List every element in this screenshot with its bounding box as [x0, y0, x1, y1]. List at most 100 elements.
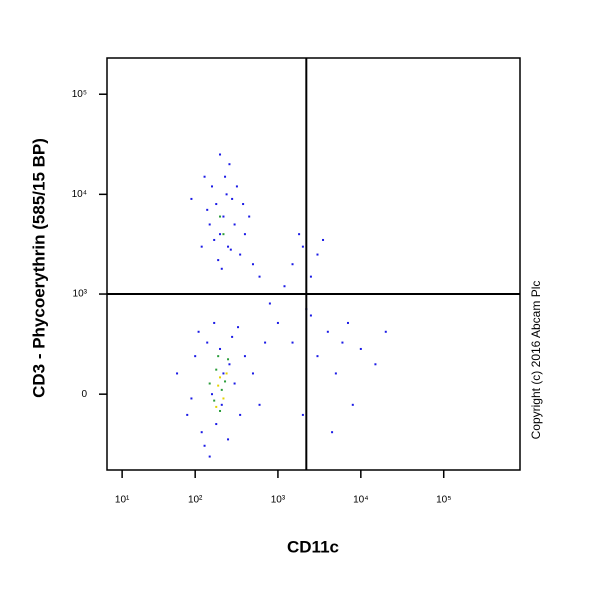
event-dot — [228, 363, 231, 366]
event-dot — [219, 409, 222, 412]
event-dot — [211, 185, 214, 188]
event-dot — [243, 355, 246, 358]
event-dot — [219, 376, 222, 379]
event-dot — [194, 355, 197, 358]
event-dot — [222, 397, 225, 400]
event-dot — [301, 245, 304, 248]
event-dot — [316, 355, 319, 358]
event-dot — [190, 197, 193, 200]
event-dot — [248, 215, 251, 218]
event-dot — [190, 397, 193, 400]
event-dot — [229, 248, 232, 251]
event-dot — [213, 399, 216, 402]
event-dot — [215, 423, 218, 426]
event-dot — [359, 347, 362, 350]
x-tick-label: 10¹ — [115, 495, 130, 506]
x-tick-label: 10⁵ — [436, 495, 451, 506]
event-dot — [239, 413, 242, 416]
event-dot — [203, 175, 206, 178]
event-dot — [208, 382, 211, 385]
y-tick-label: 10⁴ — [72, 189, 87, 200]
event-dot — [219, 233, 222, 236]
event-dot — [222, 215, 225, 218]
event-dot — [251, 263, 254, 266]
event-dot — [228, 163, 231, 166]
event-dot — [251, 372, 254, 375]
event-dot — [203, 444, 206, 447]
y-tick-label: 0 — [81, 389, 87, 400]
event-dot — [213, 238, 216, 241]
event-dot — [346, 321, 349, 324]
event-dot — [309, 275, 312, 278]
event-dot — [224, 380, 227, 383]
event-dot — [231, 335, 234, 338]
event-dot — [239, 253, 242, 256]
event-dot — [258, 275, 261, 278]
event-dot — [219, 215, 222, 218]
event-dot — [215, 203, 218, 206]
event-dot — [215, 368, 218, 371]
event-dot — [220, 388, 223, 391]
event-dot — [215, 405, 218, 408]
event-dot — [316, 253, 319, 256]
event-dot — [219, 347, 222, 350]
y-tick-label: 10³ — [73, 289, 88, 300]
event-dot — [309, 314, 312, 317]
event-dot — [222, 372, 225, 375]
event-dot — [326, 330, 329, 333]
event-dot — [200, 245, 203, 248]
event-dot — [176, 372, 179, 375]
copyright: Copyright (c) 2016 Abcam Plc — [529, 281, 543, 440]
event-dot — [208, 223, 211, 226]
event-dot — [227, 438, 230, 441]
event-dot — [331, 431, 334, 434]
event-dot — [224, 175, 227, 178]
event-dot — [227, 358, 230, 361]
event-dot — [242, 203, 245, 206]
event-dot — [351, 403, 354, 406]
event-dot — [341, 341, 344, 344]
event-dot — [322, 238, 325, 241]
event-dot — [213, 321, 216, 324]
event-dot — [384, 330, 387, 333]
event-dot — [206, 341, 209, 344]
y-axis-label: CD3 - Phycoerythrin (585/15 BP) — [29, 138, 48, 398]
event-dot — [219, 153, 222, 156]
x-axis-label: CD11c — [287, 537, 339, 556]
event-dot — [222, 233, 225, 236]
event-dot — [301, 413, 304, 416]
event-dot — [220, 267, 223, 270]
event-dot — [211, 393, 214, 396]
event-dot — [225, 372, 228, 375]
event-dot — [291, 263, 294, 266]
event-dot — [233, 223, 236, 226]
event-dot — [220, 403, 223, 406]
event-dot — [258, 403, 261, 406]
event-dot — [197, 330, 200, 333]
event-dot — [374, 363, 377, 366]
event-dot — [298, 233, 301, 236]
event-dot — [200, 431, 203, 434]
event-dot — [334, 372, 337, 375]
event-dot — [283, 285, 286, 288]
event-dot — [208, 455, 211, 458]
event-dot — [237, 326, 240, 329]
event-dot — [217, 355, 220, 358]
event-dot — [291, 341, 294, 344]
event-dot — [235, 185, 238, 188]
x-tick-label: 10⁴ — [353, 495, 368, 506]
event-dot — [206, 208, 209, 211]
event-dot — [276, 321, 279, 324]
event-dot — [227, 245, 230, 248]
event-dot — [233, 382, 236, 385]
event-dot — [231, 197, 234, 200]
event-dot — [243, 233, 246, 236]
event-dot — [186, 413, 189, 416]
event-dot — [268, 302, 271, 305]
event-dot — [217, 384, 220, 387]
event-dot — [225, 193, 228, 196]
event-dot — [264, 341, 267, 344]
y-tick-label: 10⁵ — [72, 89, 87, 100]
